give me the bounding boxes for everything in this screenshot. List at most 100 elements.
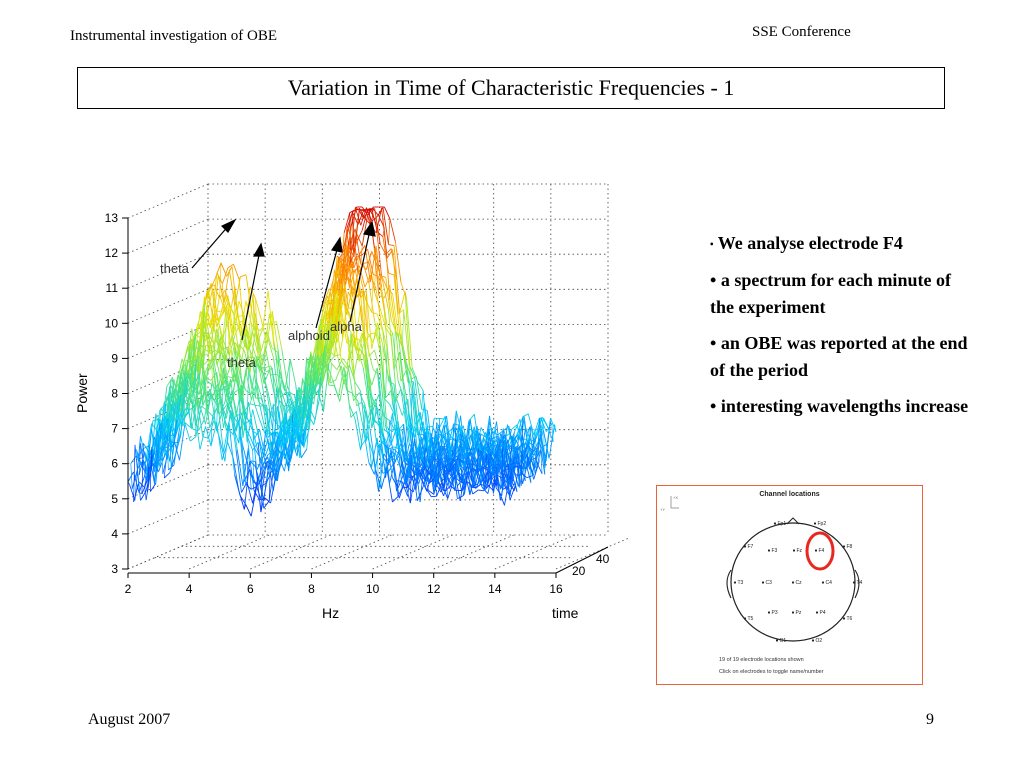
electrode-label: P4 — [820, 610, 826, 616]
mesh-segment — [230, 410, 233, 413]
spectrum-segment — [339, 371, 346, 402]
electrode-dot — [733, 581, 737, 584]
mesh-segment — [235, 416, 238, 432]
mesh-segment — [360, 245, 363, 265]
mesh-segment — [346, 307, 349, 316]
spectrum-segment — [173, 439, 180, 461]
spectrum-segment — [386, 468, 393, 503]
spectrum-segment — [422, 390, 430, 459]
spectrum-segment — [348, 404, 356, 419]
spectrum-segment — [378, 276, 385, 311]
spectrum-segment — [368, 349, 375, 357]
spectrum-segment — [493, 453, 500, 457]
spectrum-segment — [241, 338, 248, 351]
spectrum-segment — [210, 327, 218, 365]
spectrum-segment — [252, 409, 259, 435]
annotation-arrows — [191, 218, 376, 341]
spectrum-segment — [263, 405, 270, 411]
spectrum-segment — [316, 379, 323, 387]
spectrum-segment — [282, 391, 290, 426]
z-axis-line — [555, 546, 609, 574]
spectrum-segment — [184, 422, 191, 428]
spectrum-segment — [174, 382, 182, 406]
spectrum-segment — [487, 470, 494, 476]
electrode-dot — [743, 545, 747, 548]
spectrum-segment — [453, 427, 460, 443]
spectrum-segment — [513, 463, 521, 491]
spectrum-segment — [376, 313, 384, 333]
spectrum-segment — [206, 380, 213, 386]
spectrum-segment — [541, 416, 549, 428]
spectrum-segment — [351, 338, 359, 357]
spectrum-segment — [375, 208, 383, 234]
spectrum-segment — [248, 401, 255, 440]
spectrum-segment — [264, 430, 272, 456]
spectrum-segment — [246, 417, 254, 432]
footer-date: August 2007 — [88, 711, 171, 728]
spectrum-segment — [475, 450, 482, 463]
spectrum-segment — [419, 466, 427, 477]
spectrum-segment — [231, 334, 239, 357]
mesh-segment — [388, 218, 391, 245]
electrode-dot — [852, 581, 856, 584]
mesh-segment — [371, 274, 374, 313]
spectrum-segment — [286, 409, 294, 444]
spectrum-segment — [263, 461, 270, 501]
grid-line — [127, 183, 209, 219]
mesh-segment — [485, 464, 488, 467]
spectrum-segment — [383, 398, 391, 405]
spectrum-segment — [227, 407, 234, 419]
spectrum-segment — [184, 423, 191, 442]
grid-line — [433, 534, 514, 570]
mesh-segment — [263, 434, 266, 457]
mesh-segment — [501, 430, 504, 470]
spectrum-segment — [137, 448, 144, 459]
spectrum-segment — [244, 350, 251, 375]
channel-panel-footer: 19 of 19 electrode locations shown Click… — [719, 657, 824, 675]
spectrum-segment — [212, 380, 219, 414]
mesh-segment — [130, 463, 133, 489]
mesh-segment — [462, 493, 465, 497]
spectrum-segment — [215, 349, 222, 354]
spectrum-segment — [232, 458, 240, 491]
mesh-segment — [404, 426, 407, 458]
spectrum-segment — [365, 364, 373, 386]
spectrum-segment — [525, 455, 532, 461]
spectrum-segment — [254, 466, 262, 487]
spectrum-segment — [492, 431, 499, 436]
spectrum-segment — [496, 474, 503, 479]
mesh-segment — [365, 290, 368, 333]
spectrum-segment — [365, 410, 373, 468]
spectrum-segment — [522, 413, 529, 418]
spectrum-segment — [224, 290, 232, 308]
spectrum-segment — [479, 433, 486, 468]
spectrum-segment — [489, 453, 496, 468]
spectrum-segment — [362, 427, 370, 463]
spectrum-segment — [534, 450, 542, 474]
slide-title-box: Variation in Time of Characteristic Freq… — [77, 67, 945, 109]
spectrum-segment — [167, 379, 175, 420]
grid-line — [127, 499, 209, 535]
spectrum-segment — [205, 360, 212, 381]
spectrum-segment — [253, 490, 260, 501]
spectrum-segment — [238, 414, 245, 426]
x-tick-label: 6 — [247, 582, 254, 596]
spectrum-segment — [259, 419, 266, 435]
spectrum-segment — [140, 443, 147, 482]
electrode-labels[interactable]: Fp1 Fp2 F7 F3 Fz F4 F8 T3 C3 Cz C4 T4 T5 P3 Pz P4 T6 O1 O2 — [733, 521, 863, 644]
spectrum-segment — [209, 277, 216, 290]
spectrum-segment — [289, 437, 296, 442]
spectrum-segment — [476, 466, 483, 474]
mesh-segment — [316, 371, 319, 379]
electrode-label: F3 — [772, 548, 778, 554]
spectrum-segment — [284, 440, 291, 460]
mesh-segment — [230, 401, 233, 407]
spectrum-segment — [339, 263, 346, 300]
spectrum-segment — [360, 290, 367, 298]
spectrum-segment — [343, 298, 350, 361]
spectrum-segment — [325, 325, 333, 368]
spectrum-segment — [252, 430, 259, 436]
spectrum-segment — [388, 244, 395, 247]
mesh-segment — [493, 439, 496, 447]
spectrum-segment — [520, 443, 528, 466]
